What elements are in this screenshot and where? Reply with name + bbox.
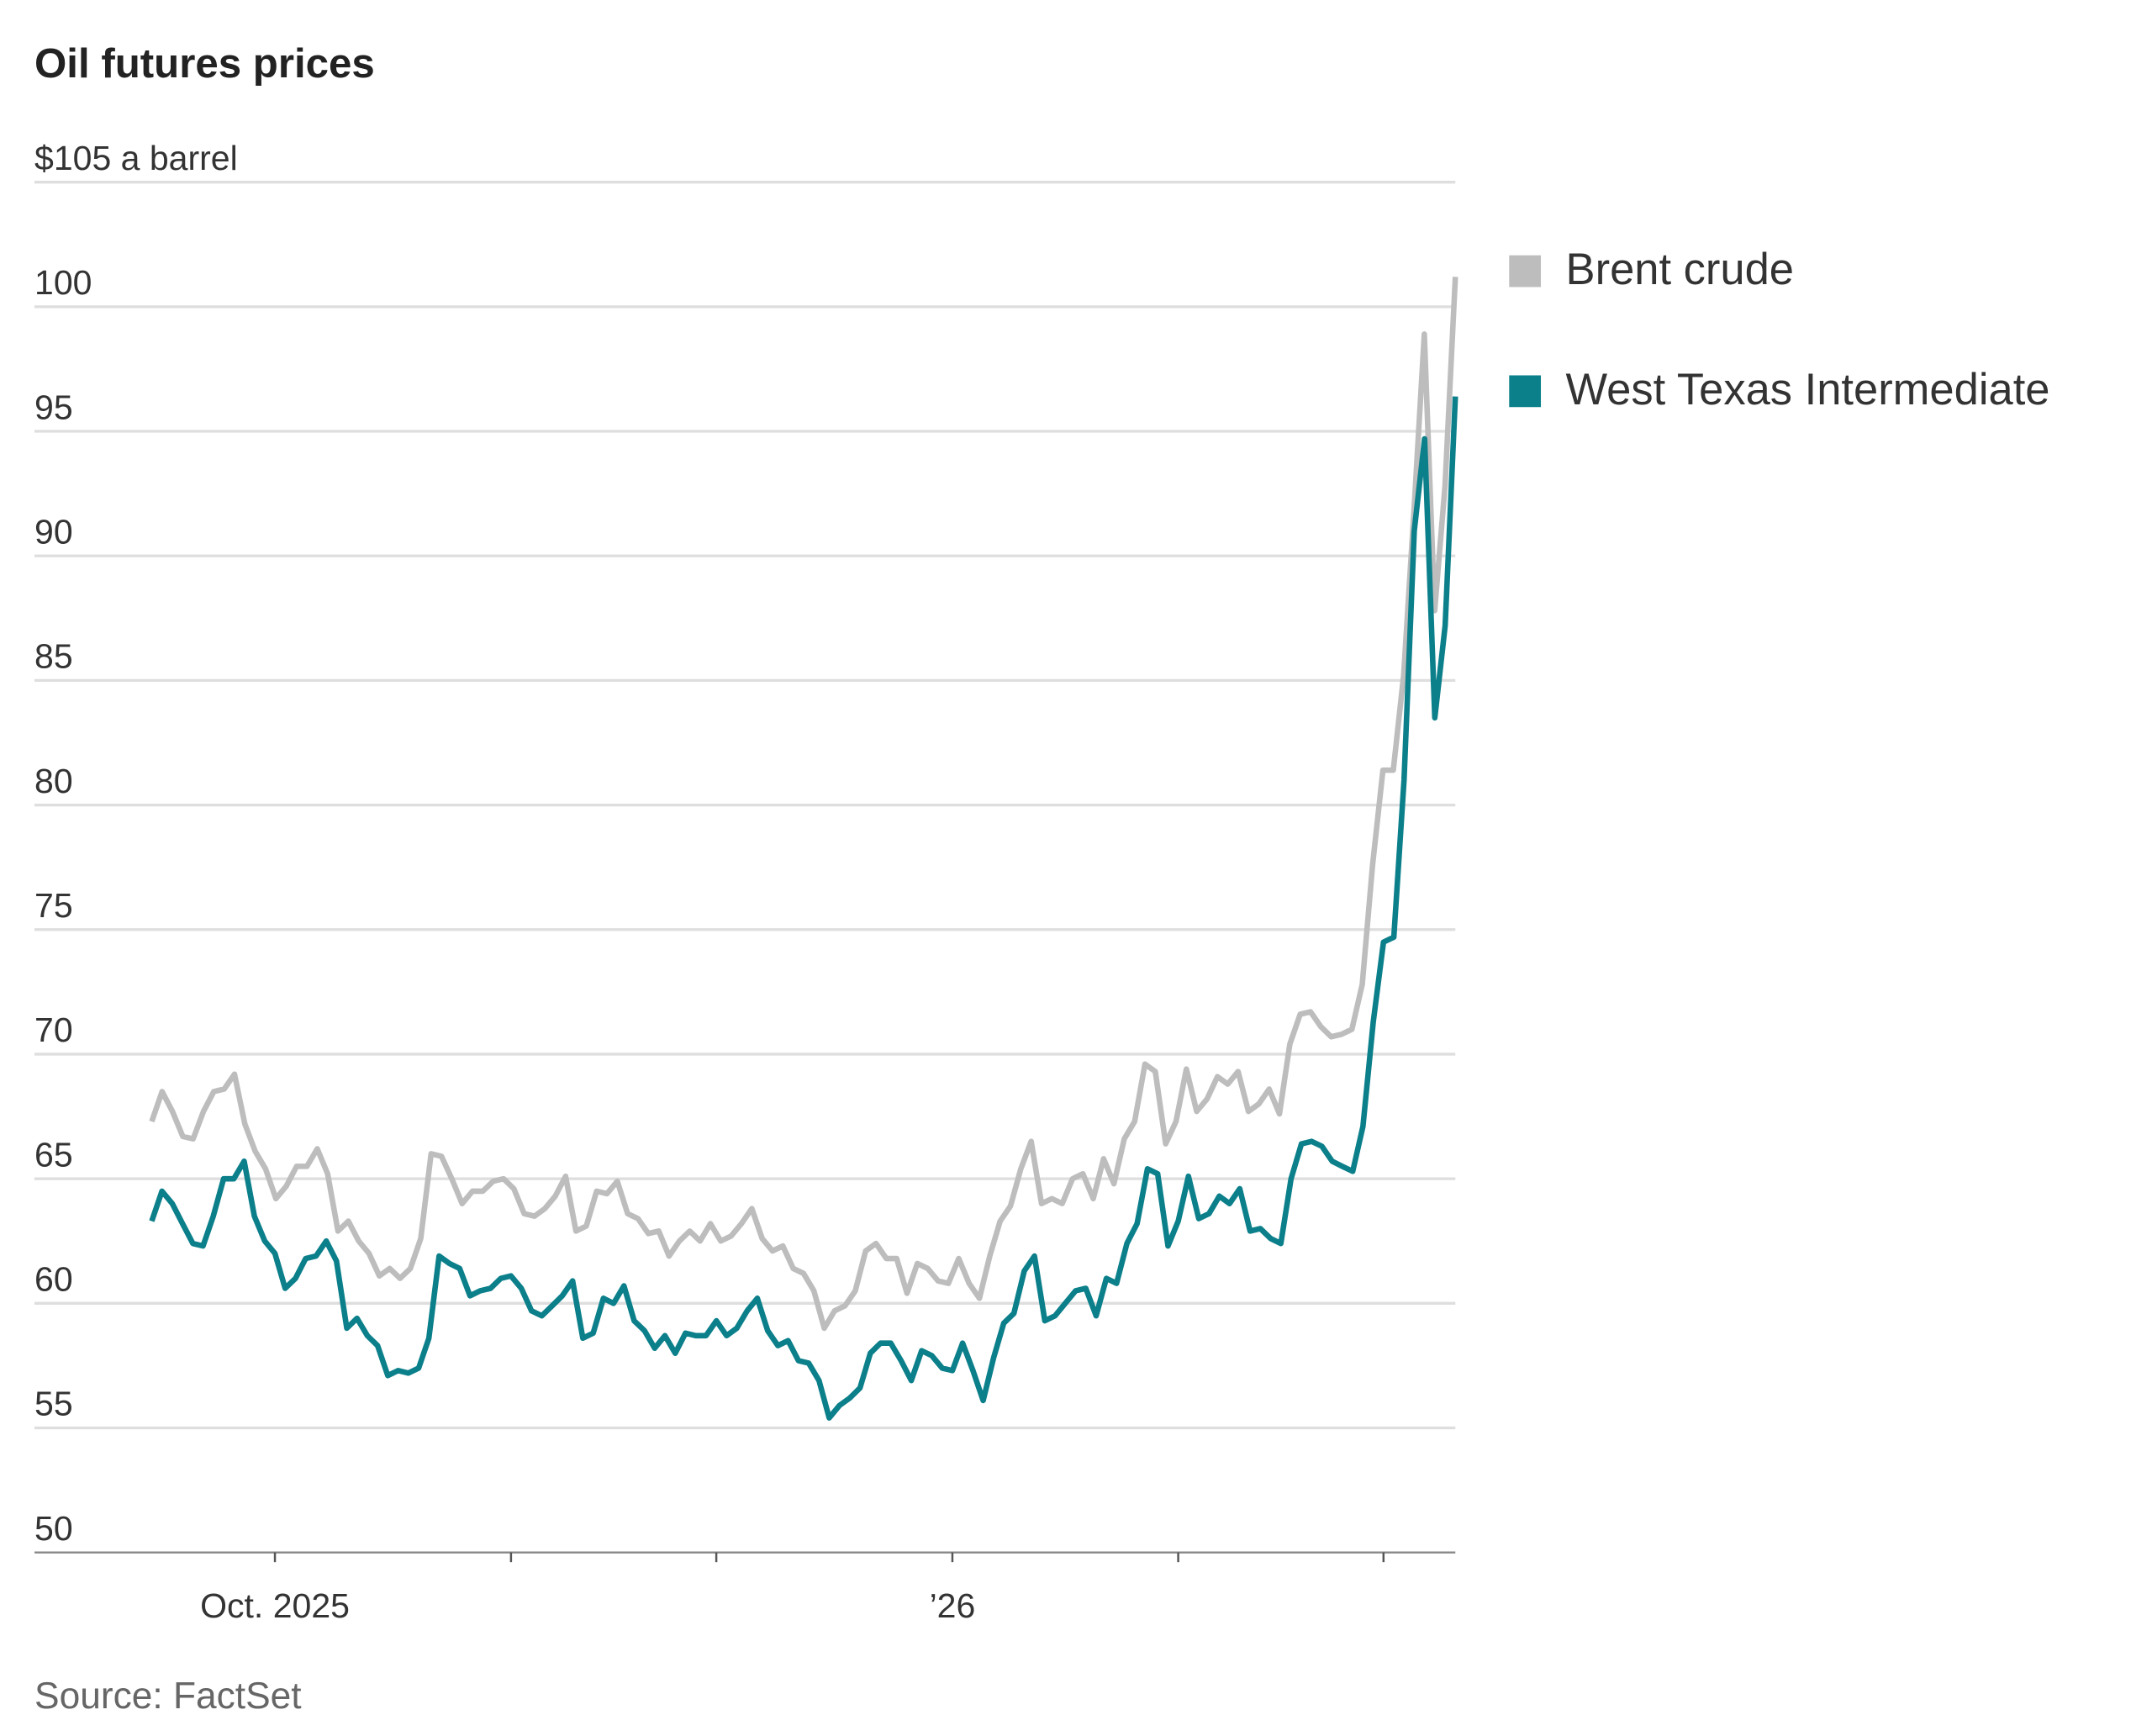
y-tick-label: $105 a barrel (34, 139, 238, 177)
legend-swatch-brent (1509, 255, 1542, 288)
y-tick-label: 50 (34, 1509, 73, 1548)
y-tick-label: 75 (34, 886, 73, 925)
y-tick-label: 80 (34, 762, 73, 800)
source-note: Source: FactSet (34, 1675, 302, 1717)
gridlines (34, 181, 1456, 1554)
legend-swatch-wti (1509, 375, 1542, 408)
y-tick-label: 70 (34, 1010, 73, 1049)
y-tick-label: 60 (34, 1260, 73, 1299)
chart-title: Oil futures prices (34, 40, 375, 87)
legend-label-brent: Brent crude (1566, 245, 1794, 294)
y-tick-label: 85 (34, 637, 73, 676)
series-lines (149, 277, 1458, 1421)
x-tick-label: ’26 (930, 1586, 976, 1625)
y-tick-label: 90 (34, 512, 73, 551)
brent-crude-line (149, 277, 1458, 1332)
y-tick-label: 100 (34, 263, 92, 302)
wti-line (149, 396, 1458, 1421)
legend: Brent crude West Texas Intermediate (1509, 245, 2049, 414)
y-tick-label: 65 (34, 1135, 73, 1174)
y-tick-label: 95 (34, 388, 73, 426)
x-axis: Oct. 2025 ’26 (200, 1552, 1385, 1625)
y-tick-label: 55 (34, 1385, 73, 1423)
x-tick-label: Oct. 2025 (200, 1586, 350, 1625)
y-axis-labels: $105 a barrel 100 95 90 85 80 75 70 65 60 55 50 (34, 139, 238, 1548)
legend-label-wti: West Texas Intermediate (1566, 365, 2050, 414)
